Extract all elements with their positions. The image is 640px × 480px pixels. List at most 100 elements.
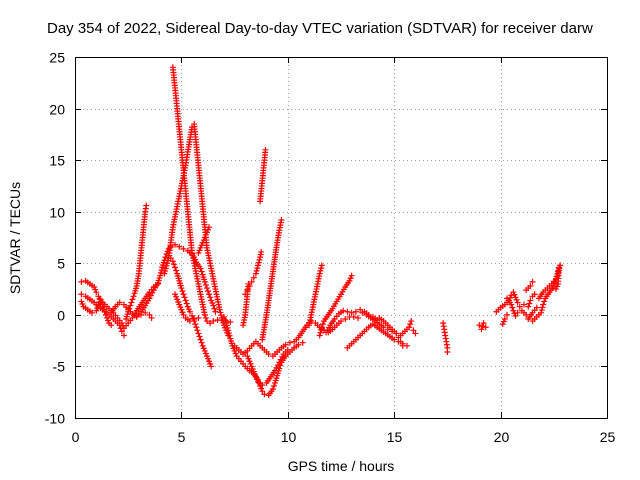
y-tick-label: -5 bbox=[53, 359, 66, 375]
data-point bbox=[195, 330, 202, 337]
data-point bbox=[270, 383, 277, 390]
data-point bbox=[207, 320, 214, 327]
data-point bbox=[556, 265, 563, 272]
series-arc-02 bbox=[78, 291, 127, 339]
data-point bbox=[245, 280, 252, 287]
data-point bbox=[182, 297, 189, 304]
data-point bbox=[319, 321, 326, 328]
data-point bbox=[538, 307, 545, 314]
data-point bbox=[261, 391, 268, 398]
data-point bbox=[208, 363, 215, 370]
data-point bbox=[397, 338, 404, 345]
data-point bbox=[207, 294, 214, 301]
data-point bbox=[318, 324, 325, 331]
data-point bbox=[269, 386, 276, 393]
series-arc-18 bbox=[259, 216, 285, 343]
data-point bbox=[316, 332, 323, 339]
data-point bbox=[101, 308, 108, 315]
series-arc-15 bbox=[244, 346, 291, 388]
data-point bbox=[521, 301, 528, 308]
data-point bbox=[295, 341, 302, 348]
data-point bbox=[527, 297, 534, 304]
series-arc-35 bbox=[535, 262, 564, 302]
series-arc-24 bbox=[344, 321, 410, 351]
data-point bbox=[355, 314, 362, 321]
data-point bbox=[180, 291, 187, 298]
y-tick-label: 15 bbox=[49, 153, 65, 169]
data-point bbox=[318, 326, 325, 333]
data-point bbox=[78, 278, 85, 285]
series-arc-36 bbox=[525, 291, 538, 310]
data-point bbox=[193, 324, 200, 331]
data-point bbox=[255, 262, 262, 269]
data-point bbox=[210, 302, 217, 309]
data-point bbox=[216, 306, 223, 313]
data-point bbox=[340, 307, 347, 314]
data-point bbox=[180, 311, 187, 318]
data-point bbox=[408, 318, 415, 325]
data-point bbox=[317, 329, 324, 336]
data-point bbox=[478, 326, 485, 333]
data-point bbox=[147, 292, 154, 299]
grid-lines bbox=[75, 57, 607, 418]
data-point bbox=[149, 289, 156, 296]
data-point bbox=[284, 346, 291, 353]
series-arc-31 bbox=[503, 295, 540, 322]
data-point bbox=[503, 311, 510, 318]
x-axis-label: GPS time / hours bbox=[288, 458, 395, 474]
data-point bbox=[552, 286, 559, 293]
data-point bbox=[197, 265, 204, 272]
data-point bbox=[541, 298, 548, 305]
data-point bbox=[359, 309, 366, 316]
x-tick-label: 5 bbox=[178, 429, 186, 445]
data-point bbox=[202, 281, 209, 288]
data-point bbox=[516, 303, 523, 310]
data-point bbox=[212, 308, 219, 315]
data-point bbox=[225, 327, 232, 334]
data-points bbox=[78, 64, 564, 399]
data-point bbox=[157, 272, 164, 279]
data-point bbox=[130, 293, 137, 300]
data-point bbox=[93, 289, 100, 296]
data-point bbox=[217, 309, 224, 316]
data-point bbox=[194, 327, 201, 334]
data-point bbox=[116, 299, 123, 306]
data-point bbox=[226, 332, 233, 339]
data-point bbox=[201, 311, 208, 318]
data-point bbox=[278, 216, 285, 223]
series-arc-16 bbox=[242, 248, 265, 298]
data-point bbox=[108, 322, 115, 329]
series-arc-12 bbox=[172, 291, 202, 325]
data-point bbox=[259, 381, 266, 388]
data-point bbox=[391, 336, 398, 343]
data-point bbox=[538, 309, 545, 316]
data-point bbox=[197, 336, 204, 343]
data-point bbox=[482, 324, 489, 331]
series-arc-26 bbox=[376, 314, 406, 349]
data-point bbox=[253, 267, 260, 274]
data-point bbox=[476, 322, 483, 329]
data-point bbox=[258, 248, 265, 255]
series-arc-21 bbox=[306, 262, 325, 329]
data-point bbox=[250, 274, 257, 281]
data-point bbox=[181, 294, 188, 301]
data-point bbox=[479, 323, 486, 330]
axis-ticks: 0 5 10 15 20 25 -10 -5 0 5 10 15 20 25 bbox=[45, 50, 616, 446]
data-point bbox=[395, 334, 402, 341]
data-point bbox=[480, 320, 487, 327]
y-tick-label: 20 bbox=[49, 102, 65, 118]
data-point bbox=[186, 318, 193, 325]
series-arc-27 bbox=[410, 327, 419, 337]
data-point bbox=[317, 267, 324, 274]
data-point bbox=[120, 332, 127, 339]
data-point bbox=[531, 291, 538, 298]
data-point bbox=[162, 254, 169, 261]
data-point bbox=[195, 314, 202, 321]
x-tick-label: 0 bbox=[72, 429, 80, 445]
data-point bbox=[318, 265, 325, 272]
data-point bbox=[95, 302, 102, 309]
data-point bbox=[262, 146, 269, 153]
data-point bbox=[514, 309, 521, 316]
data-point bbox=[126, 305, 133, 312]
